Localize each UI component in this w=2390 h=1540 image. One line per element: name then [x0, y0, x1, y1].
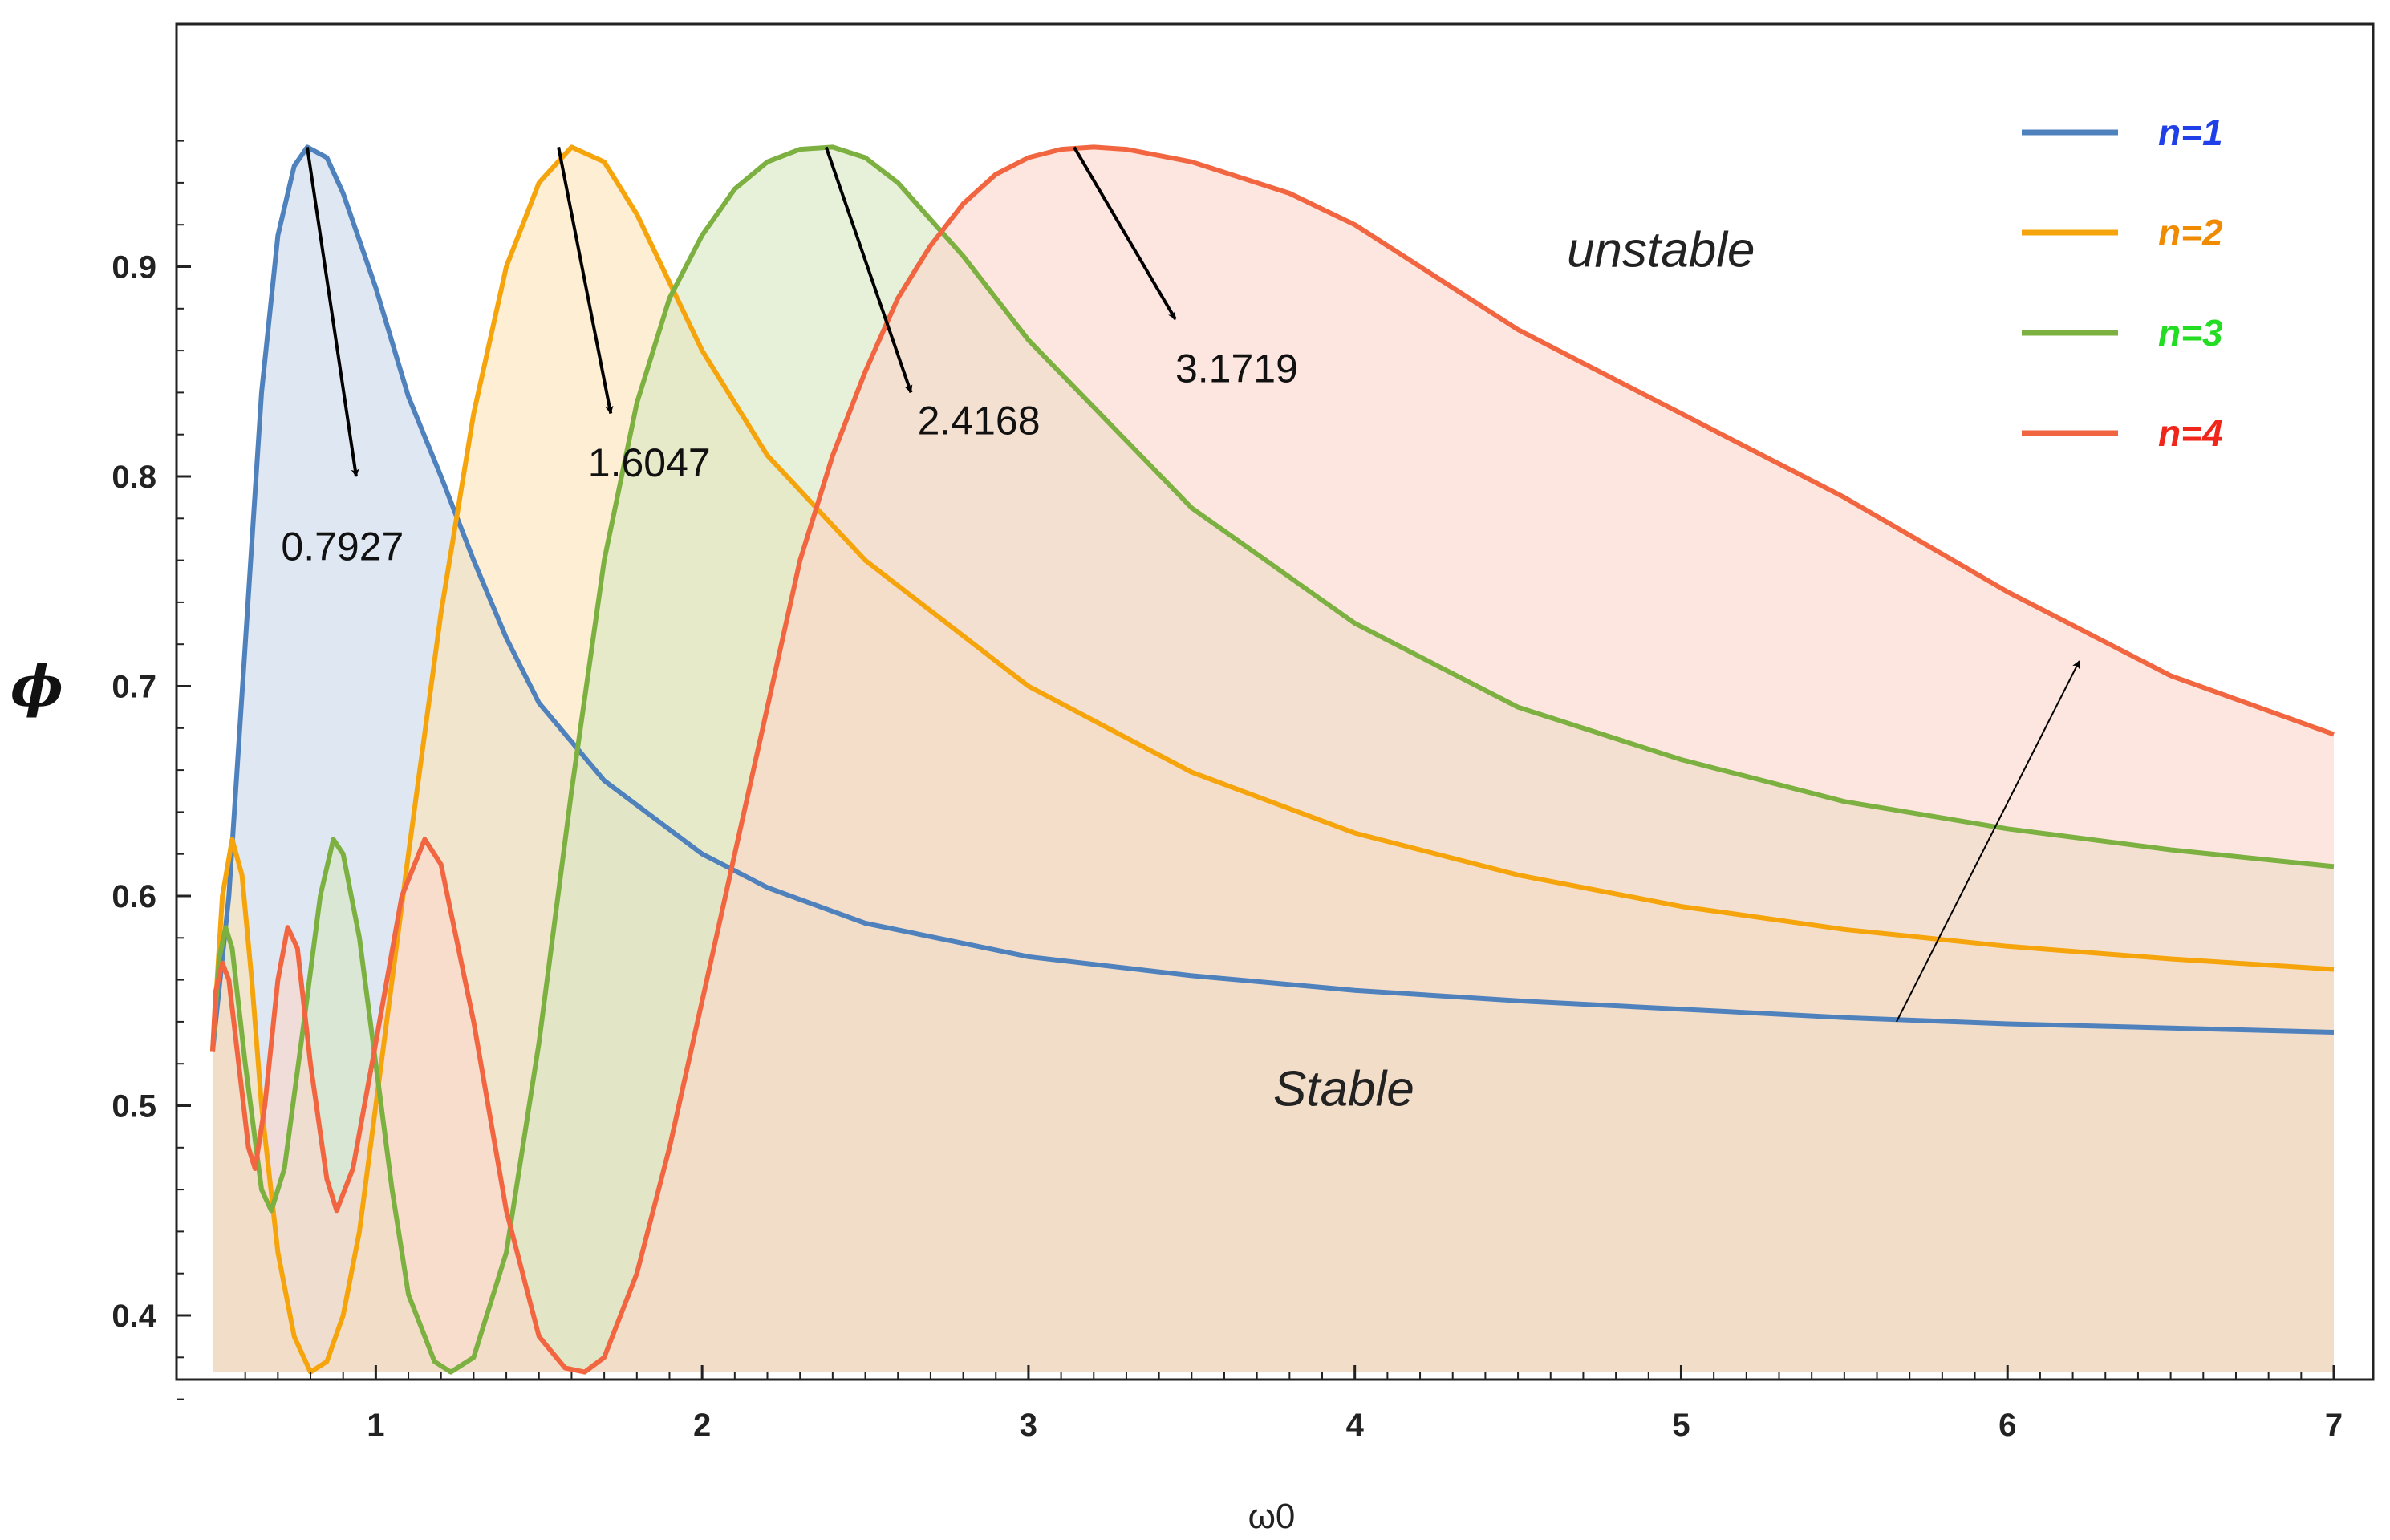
y-tick-label-0.8: 0.8 [112, 460, 156, 495]
series-line-4 [210, 144, 2335, 1375]
y-axis-label: ϕ [10, 653, 63, 719]
series-line-1 [210, 144, 2335, 1052]
series-fill-4 [213, 147, 2334, 1372]
y-tick-label-0.9: 0.9 [112, 250, 156, 286]
fill-areas [213, 147, 2334, 1372]
region-label-unstable: unstable [1567, 223, 1755, 278]
annotation-label-1: 0.7927 [281, 525, 404, 569]
legend: n=1 n=2 n=3 n=4 [2022, 111, 2223, 454]
series-lines [210, 144, 2335, 1375]
annotation-label-3: 2.4168 [918, 399, 1041, 444]
legend-label-3: n=3 [2158, 312, 2223, 354]
x-tick-label-3: 3 [1020, 1408, 1037, 1443]
annotation-label-4: 3.1719 [1175, 346, 1298, 391]
axis-ticks: 1 2 3 4 5 6 7 0.4 0.5 0.6 0.7 0.8 0.9 [112, 140, 2343, 1443]
legend-label-2: n=2 [2158, 212, 2223, 253]
legend-label-1: n=1 [2158, 111, 2223, 153]
x-tick-label-4: 4 [1346, 1408, 1365, 1443]
series-line-2 [210, 144, 2335, 1375]
y-tick-label-0.5: 0.5 [112, 1089, 156, 1125]
y-tick-label-0.4: 0.4 [112, 1299, 156, 1334]
annotation-arrow-4 [1073, 146, 1177, 320]
annotation-label-2: 1.6047 [588, 440, 711, 485]
annotation-arrow-3 [824, 146, 913, 394]
y-tick-label-0.6: 0.6 [112, 879, 156, 914]
x-tick-label-6: 6 [1998, 1408, 2016, 1443]
annotation-arrow-1 [305, 147, 359, 477]
annotation-arrow-2 [557, 147, 614, 415]
plot-frame [175, 22, 2375, 1381]
x-tick-label-1: 1 [367, 1408, 384, 1443]
x-tick-label-5: 5 [1672, 1408, 1690, 1443]
series-line-3 [210, 144, 2335, 1375]
legend-label-4: n=4 [2158, 412, 2223, 454]
annotations: 0.7927 1.6047 2.4168 3.1719 unstable Stable [281, 146, 2080, 1117]
region-label-stable: Stable [1273, 1062, 1414, 1117]
x-tick-label-2: 2 [693, 1408, 711, 1443]
x-axis-label: ω0 [1248, 1497, 1296, 1536]
trend-arrow [1896, 660, 2080, 1023]
x-tick-label-7: 7 [2325, 1408, 2343, 1443]
y-tick-label-0.7: 0.7 [112, 670, 156, 705]
